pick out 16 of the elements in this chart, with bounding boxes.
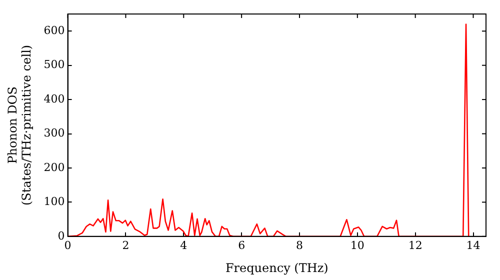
y-axis-title: Phonon DOS (States/THz·primitive cell)	[5, 44, 34, 206]
x-tick-label: 10	[350, 238, 364, 252]
x-tick-label: 2	[122, 238, 130, 252]
y-tick-label: 0	[58, 229, 65, 242]
x-tick-label: 4	[180, 238, 188, 252]
y-tick-label: 100	[44, 195, 65, 208]
y-tick-label: 600	[44, 24, 65, 37]
y-tick-label: 200	[44, 160, 65, 174]
x-tick-label: 8	[296, 238, 303, 252]
x-tick-label: 12	[408, 238, 422, 252]
x-axis-title: Frequency (THz)	[225, 260, 328, 275]
x-tick-label: 6	[238, 238, 246, 252]
y-tick-label: 500	[44, 58, 65, 72]
x-tick-label: 14	[466, 238, 480, 252]
y-tick-label: 300	[44, 126, 65, 140]
y-tick-label: 400	[44, 92, 65, 106]
